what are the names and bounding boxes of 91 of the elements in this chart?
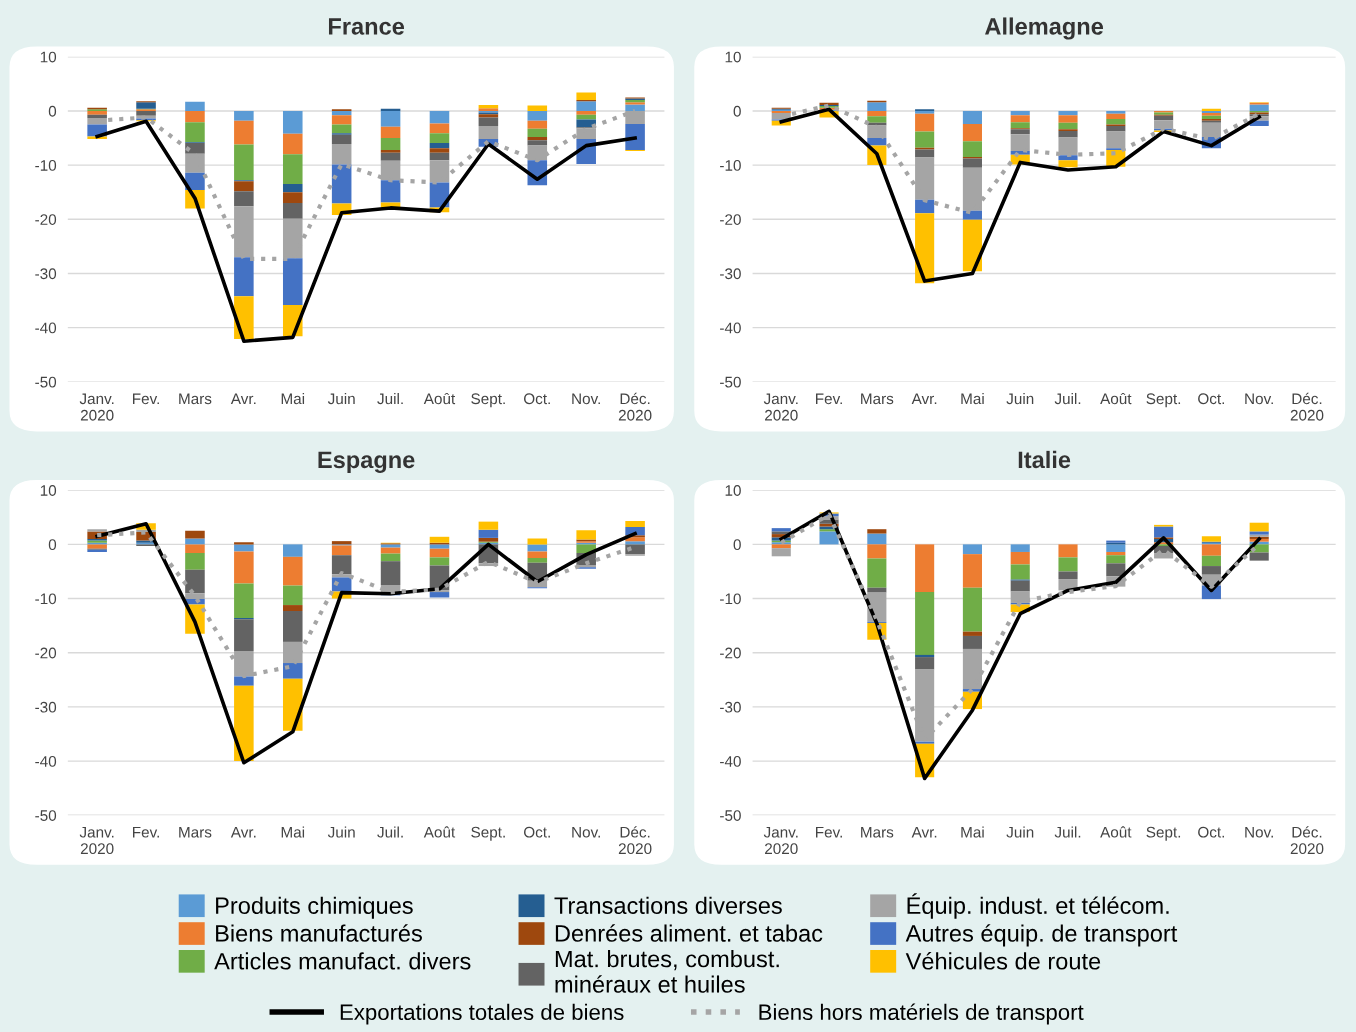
legend-label: Denrées aliment. et tabac: [555, 924, 823, 942]
x-tick-label: Oct.: [1198, 826, 1225, 838]
chart-title: Espagne: [318, 451, 415, 473]
x-tick-label: Nov.: [572, 826, 600, 838]
x-tick-label: Juin: [1006, 826, 1034, 838]
x-tick-label: Janv. 2020: [763, 826, 798, 855]
x-tick-label: Sept.: [1146, 393, 1181, 408]
x-tick-label: Août: [1100, 826, 1132, 838]
x-tick-label: Juin: [327, 826, 355, 838]
x-tick-label: Oct.: [1198, 393, 1225, 405]
y-tick-label: -40: [35, 322, 57, 334]
x-tick-label: Fev.: [133, 826, 159, 838]
chart-title: France: [328, 18, 405, 35]
y-tick-label: -50: [720, 810, 741, 821]
y-tick-label: -20: [35, 214, 57, 225]
x-tick-label: Mai: [961, 392, 984, 405]
x-tick-label: Août: [423, 826, 456, 838]
x-tick-label: Juil.: [377, 392, 403, 405]
x-tick-label: Avr.: [911, 826, 937, 838]
y-tick-label: -20: [35, 647, 57, 659]
x-tick-label: Nov.: [1245, 826, 1273, 838]
x-tick-label: Juil.: [1054, 392, 1081, 405]
x-tick-label: Déc. 2020: [618, 826, 652, 855]
x-tick-label: Mai: [281, 826, 305, 838]
x-tick-label: Nov.: [572, 393, 600, 405]
x-tick-label: Juin: [1006, 392, 1034, 405]
x-tick-label: Avr.: [230, 393, 256, 405]
y-tick-label: -50: [35, 376, 57, 388]
y-tick-label: -10: [35, 159, 57, 171]
y-tick-label: -30: [720, 268, 741, 280]
y-tick-label: 0: [733, 539, 741, 551]
x-tick-label: Déc. 2020: [618, 392, 652, 421]
x-tick-label: Juil.: [377, 826, 403, 838]
x-tick-label: Déc. 2020: [1290, 392, 1324, 421]
legend-label: Véhicules de route: [905, 951, 1101, 970]
y-tick-label: 10: [725, 51, 741, 63]
x-tick-label: Oct.: [524, 826, 550, 838]
y-tick-label: 0: [733, 105, 741, 117]
chart-title: Allemagne: [985, 17, 1104, 40]
y-tick-label: 10: [725, 485, 741, 496]
x-tick-label: Oct.: [524, 393, 550, 405]
legend-label: Équip. indust. et télécom.: [907, 893, 1169, 919]
x-tick-label: Janv. 2020: [763, 393, 798, 421]
y-tick-label: -30: [35, 268, 57, 280]
x-tick-label: Mars: [179, 826, 212, 838]
y-tick-label: 0: [48, 539, 57, 551]
x-tick-label: Fev.: [133, 393, 159, 405]
x-tick-label: Mars: [179, 393, 212, 405]
y-tick-label: -50: [720, 376, 741, 388]
y-tick-label: -10: [35, 593, 57, 605]
y-tick-label: -40: [720, 755, 741, 767]
legend-label: Biens hors matériels de transport: [759, 1003, 1084, 1025]
y-tick-label: -20: [720, 647, 741, 659]
y-tick-label: -10: [720, 593, 741, 605]
legend-label: Articles manufact. divers: [214, 952, 471, 970]
y-tick-label: -20: [720, 214, 741, 225]
x-tick-label: Juil.: [1054, 826, 1081, 838]
x-tick-label: Déc. 2020: [1290, 826, 1324, 855]
y-tick-label: -50: [35, 810, 57, 821]
y-tick-label: 10: [40, 51, 57, 63]
x-tick-label: Janv. 2020: [79, 393, 114, 421]
x-tick-label: Nov.: [1245, 393, 1273, 405]
x-tick-label: Fev.: [816, 393, 842, 405]
y-tick-label: -10: [720, 159, 741, 171]
legend-label: Transactions diverses: [554, 896, 782, 914]
legend-label: Mat. brutes, combust. minéraux et huiles: [555, 950, 779, 993]
x-tick-label: Août: [423, 392, 456, 405]
legend-label: Produits chimiques: [216, 896, 413, 919]
x-tick-label: Mars: [861, 826, 894, 838]
x-tick-label: Mai: [281, 392, 305, 405]
x-tick-label: Août: [1100, 392, 1132, 405]
x-tick-label: Sept.: [471, 393, 505, 408]
x-tick-label: Fev.: [816, 826, 842, 838]
x-tick-label: Janv. 2020: [79, 826, 114, 855]
y-tick-label: -30: [720, 701, 741, 713]
x-tick-label: Avr.: [230, 826, 256, 838]
x-tick-label: Juin: [327, 392, 355, 405]
y-tick-label: 0: [48, 105, 57, 117]
x-tick-label: Avr.: [911, 393, 937, 405]
y-tick-label: -40: [720, 322, 741, 334]
legend-label: Autres équip. de transport: [905, 924, 1178, 947]
y-tick-label: -40: [35, 755, 57, 767]
x-tick-label: Sept.: [1146, 826, 1181, 841]
x-tick-label: Sept.: [471, 826, 505, 841]
y-tick-label: 10: [40, 485, 57, 496]
legend-label: Exportations totales de biens: [340, 1003, 624, 1025]
chart-title: Italie: [1018, 450, 1071, 469]
legend-label: Biens manufacturés: [216, 924, 422, 942]
y-tick-label: -30: [35, 701, 57, 713]
x-tick-label: Mai: [961, 826, 984, 838]
x-tick-label: Mars: [861, 393, 894, 405]
